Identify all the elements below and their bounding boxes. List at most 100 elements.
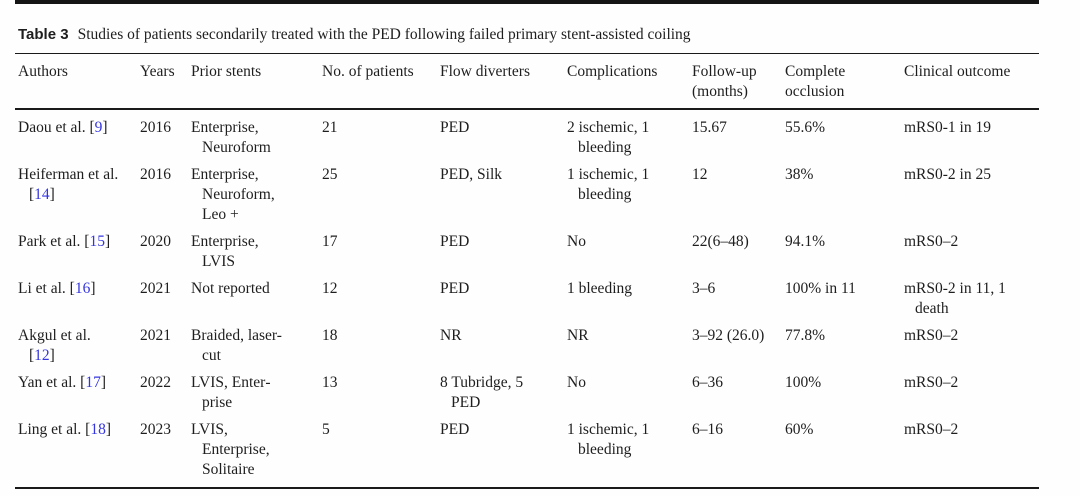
cell-flow-diverters: 8 Tubridge, 5 PED bbox=[440, 373, 567, 420]
complications-value: 1 ischemic, 1 bleeding bbox=[567, 166, 650, 203]
clinical-outcome-value: mRS0–2 bbox=[904, 421, 959, 438]
no-of-patients-value: 13 bbox=[322, 374, 338, 391]
author-citation: Ling et al. [18] bbox=[18, 421, 111, 438]
complete-occlusion-value: 77.8% bbox=[785, 327, 826, 344]
complete-occlusion-value: 94.1% bbox=[785, 233, 826, 250]
cell-prior-stents: Enterprise, Neuroform, Leo + bbox=[191, 165, 322, 232]
cell-authors: Park et al. [15] bbox=[15, 232, 140, 279]
table-row: Yan et al. [17] 2022 LVIS, Enter­prise 13 8 … bbox=[15, 373, 1039, 420]
table-row: Heiferman et al. [14] 2016 Enterprise, Neu… bbox=[15, 165, 1039, 232]
cell-follow-up: 6–16 bbox=[692, 420, 785, 488]
author-citation: Akgul et al. [12] bbox=[18, 327, 91, 364]
cell-authors: Li et al. [16] bbox=[15, 279, 140, 326]
cell-complications: No bbox=[567, 373, 692, 420]
follow-up-value: 6–36 bbox=[692, 374, 723, 391]
column-header-no-of-patients: No. of patients bbox=[322, 53, 440, 110]
author-citation: Park et al. [15] bbox=[18, 233, 111, 250]
reference-link[interactable]: 18 bbox=[90, 421, 106, 438]
cell-prior-stents: Not reported bbox=[191, 279, 322, 326]
reference-link[interactable]: 16 bbox=[74, 280, 91, 297]
cell-follow-up: 6–36 bbox=[692, 373, 785, 420]
table-caption: Table 3 Studies of patients secondarily t… bbox=[18, 25, 691, 45]
cell-clinical-outcome: mRS0–2 bbox=[904, 326, 1039, 373]
follow-up-value: 15.67 bbox=[692, 119, 727, 136]
complications-value: 1 ischemic, 1 bleeding bbox=[567, 421, 650, 458]
cell-complications: 1 ischemic, 1 bleeding bbox=[567, 165, 692, 232]
reference-link[interactable]: 14 bbox=[34, 186, 50, 203]
clinical-outcome-value: mRS0-2 in 11, 1 death bbox=[904, 280, 1006, 317]
years-value: 2023 bbox=[140, 421, 171, 438]
cell-prior-stents: Enterprise, Neuroform bbox=[191, 109, 322, 165]
cell-follow-up: 12 bbox=[692, 165, 785, 232]
years-value: 2021 bbox=[140, 280, 171, 297]
cell-years: 2022 bbox=[140, 373, 191, 420]
clinical-outcome-value: mRS0–2 bbox=[904, 327, 959, 344]
cell-no-of-patients: 18 bbox=[322, 326, 440, 373]
cell-complete-occlusion: 77.8% bbox=[785, 326, 904, 373]
cell-complete-occlusion: 100% in 11 bbox=[785, 279, 904, 326]
complications-value: 2 ischemic, 1 bleeding bbox=[567, 119, 650, 156]
complete-occlusion-value: 55.6% bbox=[785, 119, 826, 136]
flow-diverters-value: PED bbox=[440, 421, 470, 438]
reference-link[interactable]: 15 bbox=[89, 233, 105, 250]
cell-authors: Yan et al. [17] bbox=[15, 373, 140, 420]
reference-link[interactable]: 12 bbox=[34, 347, 50, 364]
complete-occlusion-value: 60% bbox=[785, 421, 814, 438]
author-citation: Li et al. [16] bbox=[18, 280, 96, 297]
cell-clinical-outcome: mRS0-1 in 19 bbox=[904, 109, 1039, 165]
cell-no-of-patients: 21 bbox=[322, 109, 440, 165]
cell-complete-occlusion: 38% bbox=[785, 165, 904, 232]
prior-stents-value: Enterprise, Neuroform, Leo + bbox=[191, 166, 275, 223]
complications-value: 1 bleeding bbox=[567, 280, 632, 297]
cell-clinical-outcome: mRS0–2 bbox=[904, 373, 1039, 420]
no-of-patients-value: 5 bbox=[322, 421, 330, 438]
cell-clinical-outcome: mRS0-2 in 11, 1 death bbox=[904, 279, 1039, 326]
no-of-patients-value: 17 bbox=[322, 233, 338, 250]
author-citation: Yan et al. [17] bbox=[18, 374, 106, 391]
cell-authors: Akgul et al. [12] bbox=[15, 326, 140, 373]
prior-stents-value: LVIS, Enterprise, Solitaire bbox=[191, 421, 270, 478]
clinical-outcome-value: mRS0–2 bbox=[904, 374, 959, 391]
table-caption-label: Table 3 bbox=[18, 26, 69, 43]
years-value: 2020 bbox=[140, 233, 171, 250]
clinical-outcome-value: mRS0–2 bbox=[904, 233, 959, 250]
cell-clinical-outcome: mRS0-2 in 25 bbox=[904, 165, 1039, 232]
cell-complete-occlusion: 60% bbox=[785, 420, 904, 488]
complications-value: No bbox=[567, 233, 586, 250]
cell-follow-up: 3–92 (26.0) bbox=[692, 326, 785, 373]
prior-stents-value: Enterprise, Neuroform bbox=[191, 119, 271, 156]
table-row: Daou et al. [9] 2016 Enterprise, Neuroform… bbox=[15, 109, 1039, 165]
cell-flow-diverters: PED, Silk bbox=[440, 165, 567, 232]
table-body: Daou et al. [9] 2016 Enterprise, Neuroform… bbox=[15, 109, 1039, 488]
cell-complications: 1 ischemic, 1 bleeding bbox=[567, 420, 692, 488]
column-header-flow-diverters: Flow diverters bbox=[440, 53, 567, 110]
cell-authors: Heiferman et al. [14] bbox=[15, 165, 140, 232]
column-header-authors: Authors bbox=[15, 53, 140, 110]
complications-value: No bbox=[567, 374, 586, 391]
no-of-patients-value: 18 bbox=[322, 327, 338, 344]
cell-no-of-patients: 25 bbox=[322, 165, 440, 232]
cell-no-of-patients: 12 bbox=[322, 279, 440, 326]
follow-up-value: 22(6–48) bbox=[692, 233, 749, 250]
cell-years: 2016 bbox=[140, 165, 191, 232]
clinical-outcome-value: mRS0-1 in 19 bbox=[904, 119, 991, 136]
cell-complications: No bbox=[567, 232, 692, 279]
table-row: Ling et al. [18] 2023 LVIS, Enterprise, So… bbox=[15, 420, 1039, 488]
column-header-prior-stents: Prior stents bbox=[191, 53, 322, 110]
cell-authors: Ling et al. [18] bbox=[15, 420, 140, 488]
cell-complications: NR bbox=[567, 326, 692, 373]
author-citation: Heiferman et al. [14] bbox=[18, 166, 119, 203]
column-header-years: Years bbox=[140, 53, 191, 110]
clinical-outcome-value: mRS0-2 in 25 bbox=[904, 166, 991, 183]
column-header-complications: Complications bbox=[567, 53, 692, 110]
cell-follow-up: 3–6 bbox=[692, 279, 785, 326]
follow-up-value: 3–92 (26.0) bbox=[692, 327, 765, 344]
reference-link[interactable]: 9 bbox=[94, 119, 103, 136]
cell-years: 2023 bbox=[140, 420, 191, 488]
complete-occlusion-value: 100% bbox=[785, 374, 822, 391]
cell-authors: Daou et al. [9] bbox=[15, 109, 140, 165]
years-value: 2016 bbox=[140, 166, 171, 183]
studies-table: Authors Years Prior stents No. of patien… bbox=[15, 53, 1039, 489]
reference-link[interactable]: 17 bbox=[85, 374, 101, 391]
